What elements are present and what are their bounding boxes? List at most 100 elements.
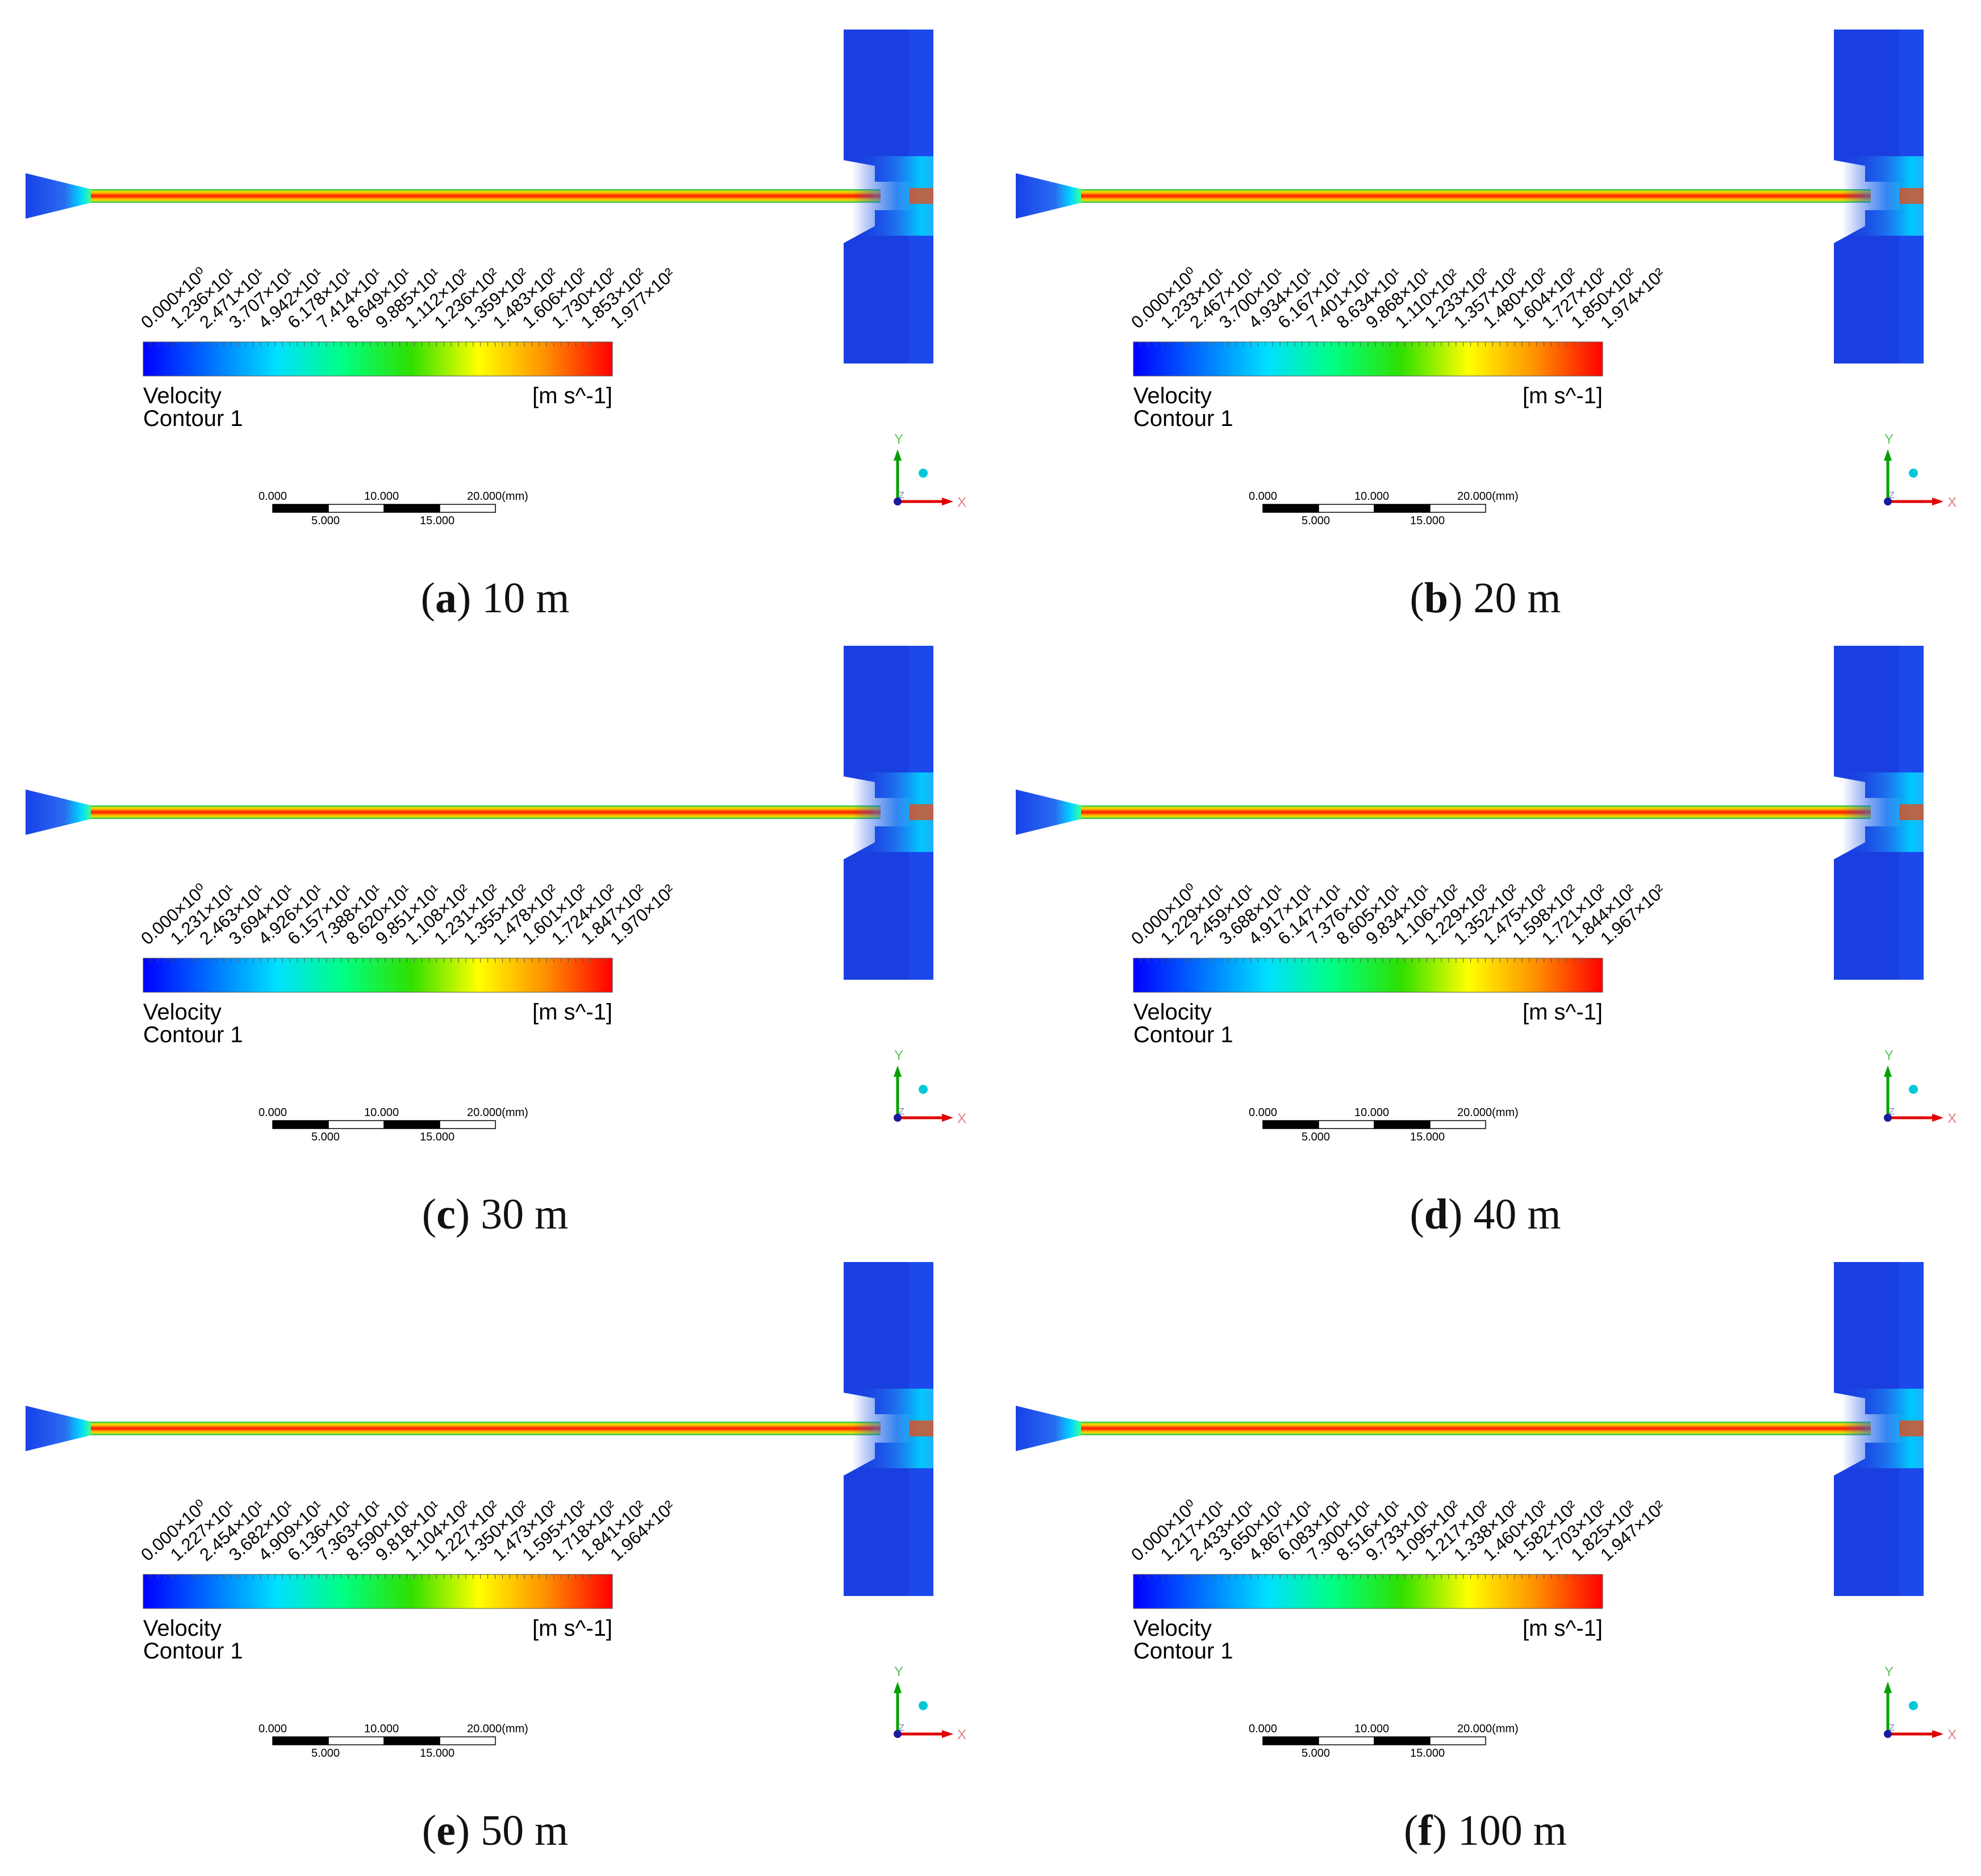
triad-x-arrow <box>942 1114 953 1122</box>
triad-origin <box>894 498 902 505</box>
triad-light-marker <box>1909 1701 1918 1710</box>
legend-unit: [m s^-1] <box>532 1616 612 1641</box>
contour-plot: 0.000×10⁰1.229×10¹2.459×10¹3.688×10¹4.91… <box>1016 646 1957 1143</box>
triad-z-label: Z <box>1889 1107 1895 1117</box>
scale-bar-segment <box>439 504 496 513</box>
triad-z-label: Z <box>899 491 904 500</box>
scale-bar-segment <box>1318 504 1375 513</box>
scale-bar-segment <box>1429 504 1486 513</box>
triad-x-arrow <box>1932 1730 1944 1738</box>
triad-x-arrow <box>1932 1114 1944 1122</box>
legend-contour-name: Contour 1 <box>1133 1022 1233 1047</box>
legend-contour-name: Contour 1 <box>1133 406 1233 431</box>
panel-distance-label: ) 30 m <box>455 1190 569 1238</box>
jet-core <box>1081 194 1865 198</box>
panel-letter: e <box>436 1807 456 1854</box>
triad-light-marker <box>919 469 928 478</box>
scale-bar-label: 15.000 <box>1410 1131 1445 1143</box>
legend-unit: [m s^-1] <box>1523 1616 1603 1641</box>
panel-letter: a <box>435 574 457 622</box>
scale-bar-segment <box>328 1120 385 1129</box>
scale-bar-label: 20.000(mm) <box>1457 490 1519 503</box>
scale-bar-segment <box>1318 1736 1375 1745</box>
triad-x-label: X <box>1947 495 1957 510</box>
scale-bar-label: 20.000(mm) <box>467 490 528 503</box>
scale-bar-segment <box>1262 1120 1319 1129</box>
jet-core <box>91 810 875 814</box>
scale-bar-label: 0.000 <box>1249 1723 1277 1735</box>
scale-bar-segment <box>439 1120 496 1129</box>
scale-bar-segment <box>1429 1736 1486 1745</box>
scale-bar-label: 5.000 <box>1302 1747 1330 1760</box>
scale-bar-label: 0.000 <box>1249 1106 1277 1119</box>
panel-caption: (c) 30 m <box>422 1190 569 1238</box>
nozzle-cone <box>26 789 91 835</box>
panel-e: 0.000×10⁰ 1.227×10¹ 2.454×10¹ 3.682×10¹ 4.90… <box>0 1232 990 1854</box>
stagnation-spot <box>909 1420 933 1436</box>
scale-bar-label: 10.000 <box>364 490 399 503</box>
triad-light-marker <box>1909 1085 1918 1094</box>
triad-origin <box>1884 1730 1892 1738</box>
triad-origin <box>1884 1114 1892 1122</box>
legend-colorbar <box>143 958 613 993</box>
scale-bar-segment <box>1262 1736 1319 1745</box>
panel-c: 0.000×10⁰ 1.231×10¹ 2.463×10¹ 3.694×10¹ 4.92… <box>0 616 990 1238</box>
panel-letter: d <box>1424 1190 1449 1238</box>
scale-bar-segment <box>272 1736 329 1745</box>
stagnation-spot <box>909 804 933 820</box>
panel-distance-label: ) 40 m <box>1448 1190 1561 1238</box>
scale-bar-label: 10.000 <box>364 1723 399 1735</box>
panel-caption: (a) 10 m <box>420 574 570 622</box>
triad-x-arrow <box>942 1730 953 1738</box>
nozzle-cone <box>1016 789 1081 835</box>
legend-variable-name: Velocity <box>143 383 222 408</box>
scale-bar-label: 10.000 <box>1354 1723 1389 1735</box>
legend-colorbar <box>143 341 613 377</box>
triad-y-label: Y <box>1884 1664 1894 1679</box>
scale-bar-label: 15.000 <box>420 1131 454 1143</box>
scale-bar-label: 15.000 <box>420 515 454 527</box>
triad-z-label: Z <box>899 1723 904 1733</box>
triad-y-label: Y <box>894 1048 903 1063</box>
jet-core <box>91 1427 875 1430</box>
scale-bar-label: 5.000 <box>1302 515 1330 527</box>
triad-y-arrow <box>894 449 902 461</box>
legend-unit: [m s^-1] <box>532 1000 612 1025</box>
scale-bar-segment <box>1429 1120 1486 1129</box>
scale-bar-segment <box>383 1736 440 1745</box>
triad-origin <box>894 1730 902 1738</box>
scale-bar-label: 20.000(mm) <box>1457 1106 1519 1119</box>
panel-f: 0.000×10⁰ 1.217×10¹ 2.433×10¹ 3.650×10¹ 4.86… <box>990 1232 1980 1854</box>
triad-origin <box>894 1114 902 1122</box>
stagnation-spot <box>909 188 933 204</box>
panel-caption: (f) 100 m <box>1403 1807 1567 1854</box>
nozzle-cone <box>26 173 91 219</box>
jet-core <box>1081 810 1865 814</box>
jet-core <box>1081 1427 1865 1430</box>
triad-light-marker <box>919 1701 928 1710</box>
scale-bar-segment <box>1374 1736 1431 1745</box>
triad-x-label: X <box>957 1111 966 1126</box>
stagnation-spot <box>1899 804 1924 820</box>
triad-x-arrow <box>1932 498 1944 505</box>
triad-z-label: Z <box>1889 1723 1895 1733</box>
legend-colorbar <box>1133 958 1603 993</box>
scale-bar-segment <box>383 504 440 513</box>
panel-letter: f <box>1418 1807 1433 1854</box>
scale-bar-label: 0.000 <box>258 490 287 503</box>
scale-bar-label: 20.000(mm) <box>467 1723 528 1735</box>
panel-distance-label: ) 50 m <box>455 1807 569 1854</box>
legend-variable-name: Velocity <box>143 1000 222 1025</box>
triad-x-label: X <box>957 495 966 510</box>
scale-bar-segment <box>328 504 385 513</box>
scale-bar-label: 15.000 <box>1410 1747 1445 1760</box>
scale-bar-segment <box>1318 1120 1375 1129</box>
scale-bar-segment <box>272 1120 329 1129</box>
triad-y-label: Y <box>894 432 903 447</box>
legend-colorbar <box>1133 1574 1603 1609</box>
triad-x-label: X <box>957 1727 966 1743</box>
scale-bar-label: 10.000 <box>364 1106 399 1119</box>
panel-distance-label: ) 10 m <box>456 574 570 622</box>
legend-variable-name: Velocity <box>1133 1616 1212 1641</box>
panel-a: 0.000×10⁰ 1.236×10¹ 2.471×10¹ 3.707×10¹ 4.94… <box>0 0 990 622</box>
